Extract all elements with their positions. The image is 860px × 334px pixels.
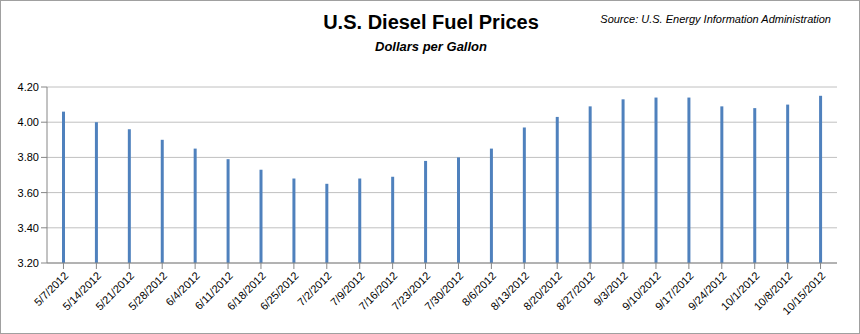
svg-text:3.20: 3.20 — [18, 257, 39, 269]
svg-text:5/28/2012: 5/28/2012 — [126, 269, 169, 312]
svg-text:7/30/2012: 7/30/2012 — [422, 269, 465, 312]
svg-text:5/14/2012: 5/14/2012 — [60, 269, 104, 313]
html-text:U.S. Diesel Fuel Prices: U.S. Diesel Fuel Prices — [323, 11, 539, 33]
svg-text:8/20/2012: 8/20/2012 — [521, 269, 565, 313]
svg-text:9/3/2012: 9/3/2012 — [591, 269, 630, 309]
svg-text:7/23/2012: 7/23/2012 — [389, 269, 433, 313]
svg-text:6/4/2012: 6/4/2012 — [163, 269, 203, 309]
svg-text:3.40: 3.40 — [18, 222, 39, 234]
html-text:Dollars per Gallon: Dollars per Gallon — [375, 39, 487, 54]
svg-text:3.80: 3.80 — [18, 151, 39, 163]
svg-text:6/25/2012: 6/25/2012 — [258, 269, 301, 312]
html-text:Source: U.S. Energy Informatio: Source: U.S. Energy Information Administ… — [600, 13, 831, 25]
svg-text:6/18/2012: 6/18/2012 — [224, 269, 268, 313]
svg-text:8/27/2012: 8/27/2012 — [554, 269, 597, 312]
svg-text:4.00: 4.00 — [18, 116, 39, 128]
svg-text:9/24/2012: 9/24/2012 — [685, 269, 729, 313]
svg-text:10/8/2012: 10/8/2012 — [751, 269, 795, 313]
svg-text:9/17/2012: 9/17/2012 — [652, 269, 696, 313]
svg-text:7/9/2012: 7/9/2012 — [327, 269, 367, 309]
svg-text:8/6/2012: 8/6/2012 — [459, 269, 499, 309]
svg-text:8/13/2012: 8/13/2012 — [488, 269, 532, 313]
svg-text:7/16/2012: 7/16/2012 — [356, 269, 400, 313]
svg-text:5/21/2012: 5/21/2012 — [93, 269, 137, 313]
svg-text:10/1/2012: 10/1/2012 — [718, 269, 762, 313]
svg-text:3.60: 3.60 — [18, 187, 39, 199]
svg-text:7/2/2012: 7/2/2012 — [295, 269, 334, 308]
svg-text:10/15/2012: 10/15/2012 — [780, 269, 827, 316]
svg-text:9/10/2012: 9/10/2012 — [619, 269, 663, 313]
svg-text:4.20: 4.20 — [18, 81, 39, 93]
svg-text:6/11/2012: 6/11/2012 — [192, 269, 235, 312]
svg-text:5/7/2012: 5/7/2012 — [31, 269, 71, 309]
